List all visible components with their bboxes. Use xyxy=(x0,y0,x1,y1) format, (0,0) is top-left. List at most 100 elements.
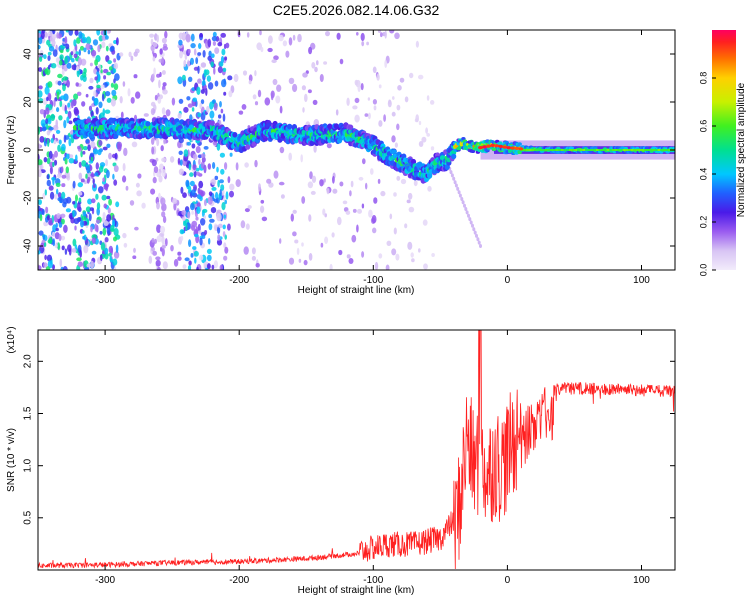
spectrogram-noise-cell xyxy=(292,83,298,93)
spectrogram-noise-cell xyxy=(186,96,191,101)
spectrogram-noise-cell xyxy=(211,264,215,270)
spectrogram-noise-cell xyxy=(200,99,205,105)
spectrogram-ridge-cell xyxy=(490,143,496,147)
spectrogram-noise-cell xyxy=(47,260,53,269)
spectrogram-noise-cell xyxy=(135,182,140,188)
spectrogram-noise-cell xyxy=(161,169,166,178)
spectrogram-noise-cell xyxy=(273,170,279,179)
spectrogram-noise-cell xyxy=(72,201,76,205)
spectrogram-noise-cell xyxy=(59,258,63,268)
spectrogram-noise-cell xyxy=(188,185,192,194)
spectrogram-noise-cell xyxy=(73,106,79,115)
spectrogram-noise-cell xyxy=(396,123,400,131)
spectrogram-ridge-cell xyxy=(555,149,559,151)
y-tick-label: 0 xyxy=(23,147,34,153)
spectrogram-noise-cell xyxy=(97,149,102,156)
spectrogram-noise-cell xyxy=(156,138,160,147)
spectrogram-noise-cell xyxy=(356,224,359,233)
spectrogram-noise-cell xyxy=(479,244,482,248)
spectrogram-noise-cell xyxy=(364,113,369,117)
spectrogram-noise-cell xyxy=(83,67,87,74)
spectrogram-noise-cell xyxy=(152,42,158,48)
spectrogram-noise-cell xyxy=(60,218,65,225)
spectrogram-noise-cell xyxy=(223,255,228,261)
spectrogram-noise-cell xyxy=(292,231,297,237)
spectrogram-noise-cell xyxy=(220,32,226,38)
spectrogram-noise-cell xyxy=(42,234,46,241)
spectrogram-noise-cell xyxy=(47,117,52,125)
spectrogram-noise-cell xyxy=(158,175,163,183)
spectrogram-noise-cell xyxy=(159,225,166,234)
spectrogram-noise-cell xyxy=(135,91,141,99)
spectrogram-noise-cell xyxy=(178,98,184,104)
spectrogram-noise-cell xyxy=(164,238,168,247)
snr-scale-note: (x10⁴) xyxy=(6,326,17,353)
spectrogram-noise-cell xyxy=(219,101,222,108)
spectrogram-noise-cell xyxy=(68,157,75,164)
spectrogram-noise-cell xyxy=(360,32,365,42)
spectrogram-noise-cell xyxy=(133,51,138,57)
spectrogram-noise-cell xyxy=(100,69,103,74)
spectrogram-noise-cell xyxy=(106,143,111,148)
spectrogram-noise-cell xyxy=(254,159,258,168)
spectrogram-noise-cell xyxy=(183,149,189,157)
spectrogram-noise-cell xyxy=(116,37,119,46)
spectrogram-noise-cell xyxy=(361,251,365,258)
spectrogram-noise-cell xyxy=(89,152,95,158)
spectrogram-noise-cell xyxy=(288,37,293,46)
spectrogram-noise-cell xyxy=(373,105,377,111)
spectrogram-noise-cell xyxy=(195,226,199,235)
spectrogram-noise-cell xyxy=(113,78,116,84)
spectrogram-noise-cell xyxy=(108,198,112,206)
spectrogram-noise-cell xyxy=(92,39,99,46)
spectrogram-noise-cell xyxy=(190,43,196,49)
spectrogram-ridge-cell xyxy=(506,146,512,150)
spectrogram-noise-cell xyxy=(123,147,128,157)
spectrogram-noise-cell xyxy=(211,178,216,186)
spectrogram-ridge-cell xyxy=(638,149,642,151)
spectrogram-noise-cell xyxy=(61,191,66,199)
spectrogram-noise-cell xyxy=(460,197,464,201)
spectrogram-noise-cell xyxy=(413,180,418,187)
spectrogram-noise-cell xyxy=(342,200,348,205)
spectrogram-noise-cell xyxy=(461,200,465,205)
spectrogram-noise-cell xyxy=(94,223,98,232)
spectrogram-noise-cell xyxy=(134,226,139,231)
spectrogram-noise-cell xyxy=(411,258,415,263)
spectrogram-noise-cell xyxy=(404,96,409,103)
spectrogram-noise-cell xyxy=(65,153,70,160)
spectrogram-noise-cell xyxy=(90,173,96,177)
spectrogram-noise-cell xyxy=(44,68,48,74)
spectrogram-noise-cell xyxy=(264,97,271,106)
x-tick-label: -300 xyxy=(95,575,115,586)
spectrogram-noise-cell xyxy=(38,164,44,170)
spectrogram-noise-cell xyxy=(90,141,96,149)
spectrogram-noise-cell xyxy=(78,161,82,168)
spectrogram-noise-cell xyxy=(80,150,83,158)
spectrogram-noise-cell xyxy=(156,235,162,243)
spectrogram-noise-cell xyxy=(151,159,157,167)
spectrogram-noise-cell xyxy=(326,143,332,149)
spectrogram-noise-cell xyxy=(63,134,67,143)
spectrogram-noise-cell xyxy=(91,250,97,255)
spectrogram-noise-cell xyxy=(350,180,354,188)
spectrogram-noise-cell xyxy=(259,30,262,36)
spectrogram-ridge-cell xyxy=(641,149,645,151)
spectrogram-noise-cell xyxy=(371,215,377,224)
spectrogram-noise-cell xyxy=(212,141,218,146)
spectrogram-noise-cell xyxy=(46,96,49,102)
spectrogram-noise-cell xyxy=(324,213,328,218)
spectrogram-noise-cell xyxy=(47,51,52,56)
spectrogram-noise-cell xyxy=(307,181,314,189)
spectrogram-noise-cell xyxy=(349,190,352,197)
spectrogram-noise-cell xyxy=(96,202,101,210)
spectrogram-noise-cell xyxy=(76,65,80,72)
spectrogram-ridge-cell xyxy=(550,149,554,151)
spectrogram-noise-cell xyxy=(463,203,466,208)
spectrogram-noise-cell xyxy=(228,90,233,98)
spectrogram-noise-cell xyxy=(77,57,82,66)
spectrogram-noise-cell xyxy=(72,238,77,247)
spectrogram-noise-cell xyxy=(235,179,241,188)
y-tick-label: -40 xyxy=(23,238,34,253)
spectrogram-ridge-cell xyxy=(644,149,648,151)
